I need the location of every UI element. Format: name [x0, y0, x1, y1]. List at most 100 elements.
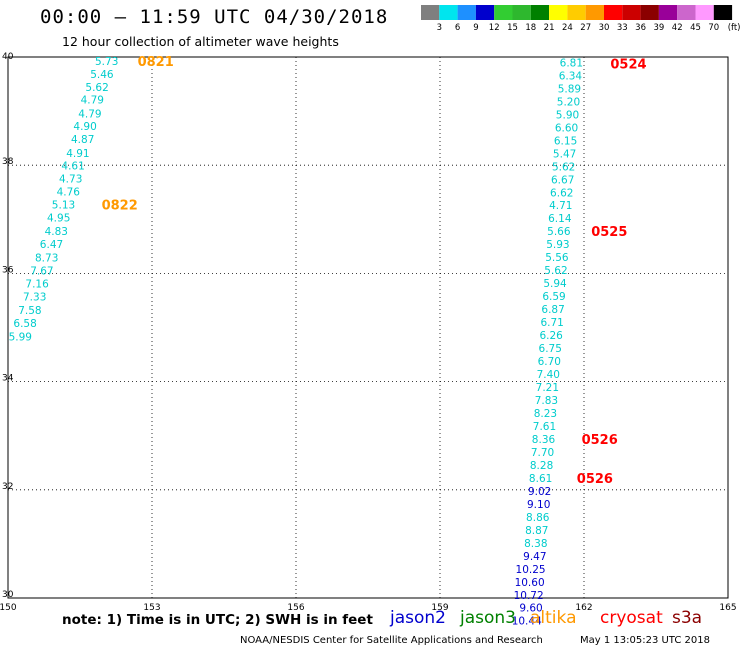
color-scale-label: 36 — [635, 23, 646, 33]
x-tick-label: 159 — [431, 603, 448, 613]
wave-height-value: 6.71 — [540, 317, 563, 329]
x-tick-label: 156 — [287, 603, 304, 613]
wave-height-value: 4.79 — [78, 108, 101, 120]
wave-height-value: 10.72 — [514, 590, 544, 602]
pass-time-label: 0526 — [577, 472, 613, 487]
legend-jason3: jason3 — [460, 608, 516, 628]
y-tick-label: 34 — [2, 374, 14, 384]
color-scale-label: 21 — [544, 23, 555, 33]
color-scale-label: 3 — [437, 23, 442, 33]
wave-height-value: 7.67 — [30, 266, 53, 278]
x-tick-label: 153 — [143, 603, 160, 613]
wave-height-value: 5.90 — [556, 109, 579, 121]
color-scale-label: 70 — [708, 23, 719, 33]
wave-height-value: 6.81 — [560, 57, 583, 69]
color-scale-label: 12 — [489, 23, 500, 33]
y-tick-label: 36 — [2, 265, 14, 275]
wave-height-value: 4.90 — [73, 121, 96, 133]
x-tick-label: 162 — [575, 603, 592, 613]
wave-height-value: 5.94 — [543, 278, 567, 290]
wave-height-value: 6.15 — [554, 135, 577, 147]
wave-height-value: 8.61 — [529, 473, 552, 485]
wave-height-value: 6.26 — [539, 330, 563, 342]
footer-note: note: 1) Time is in UTC; 2) SWH is in fe… — [62, 612, 373, 628]
color-scale-label: 30 — [599, 23, 610, 33]
wave-height-value: 9.02 — [528, 486, 551, 498]
color-scale-swatch — [640, 5, 659, 20]
wave-height-value: 6.87 — [541, 304, 564, 316]
color-scale-swatch — [530, 5, 550, 20]
pass-time-label: 0526 — [582, 433, 618, 448]
legend-altika: altika — [530, 608, 577, 628]
wave-height-value: 5.89 — [558, 83, 581, 95]
wave-height-value: 9.47 — [523, 551, 546, 563]
wave-height-value: 7.83 — [535, 395, 558, 407]
color-scale-swatch — [695, 5, 714, 20]
legend-s3a: s3a — [672, 608, 703, 628]
x-tick-label: 150 — [0, 603, 17, 613]
color-scale-unit: (ft) — [728, 23, 740, 33]
color-scale-label: 9 — [473, 23, 478, 33]
wave-height-value: 6.34 — [559, 70, 583, 82]
color-scale-swatch — [439, 5, 458, 20]
pass-time-label: 0524 — [610, 57, 646, 72]
wave-height-value: 4.76 — [57, 187, 81, 199]
wave-height-value: 5.62 — [552, 161, 575, 173]
wave-height-value: 4.91 — [66, 148, 89, 160]
y-tick-label: 30 — [2, 590, 14, 600]
wave-height-value: 6.58 — [13, 318, 36, 330]
color-scale-swatch — [421, 5, 440, 20]
wave-height-value: 5.93 — [546, 239, 569, 251]
wave-height-value: 7.16 — [25, 279, 49, 291]
chart-subtitle: 12 hour collection of altimeter wave hei… — [62, 34, 339, 49]
color-scale-swatch — [677, 5, 696, 20]
pass-time-label: 0821 — [138, 55, 174, 70]
wave-height-value: 7.58 — [18, 305, 41, 317]
color-scale-swatch — [622, 5, 641, 20]
color-scale-label: 39 — [653, 23, 664, 33]
color-scale-label: 18 — [525, 23, 536, 33]
color-scale-swatch — [713, 5, 733, 20]
color-scale-bar: 3 6 9 12 15 18 21 24 27 30 33 36 39 42 45 70 (ft) — [421, 5, 740, 33]
wave-height-value: 4.79 — [81, 95, 104, 107]
wave-height-value: 5.99 — [9, 332, 32, 344]
legend-cryosat: cryosat — [600, 608, 663, 628]
wave-height-value: 6.60 — [555, 122, 578, 134]
color-scale-swatch — [658, 5, 678, 20]
color-scale-label: 6 — [455, 23, 460, 33]
wave-height-value: 5.73 — [95, 56, 118, 68]
color-scale-swatch — [475, 5, 495, 20]
axis-ticks: 150 153 156 159 162 165 30 32 34 36 38 40 — [0, 52, 737, 613]
wave-height-value: 5.46 — [90, 69, 114, 81]
color-scale-label: 42 — [672, 23, 683, 33]
color-scale-swatch — [512, 5, 531, 20]
color-scale-swatch — [457, 5, 476, 20]
wave-height-value: 9.10 — [527, 499, 550, 511]
wave-height-value: 6.47 — [40, 239, 63, 251]
wave-height-value: 8.86 — [526, 512, 550, 524]
wave-height-value: 4.87 — [71, 134, 94, 146]
color-scale-label: 27 — [580, 23, 591, 33]
wave-height-value: 8.23 — [534, 408, 557, 420]
wave-height-value: 8.87 — [525, 525, 548, 537]
color-scale-swatch — [585, 5, 604, 20]
wave-height-value: 5.62 — [85, 82, 108, 94]
wave-height-value: 8.38 — [524, 538, 547, 550]
wave-height-value: 7.21 — [536, 382, 559, 394]
wave-height-value: 10.60 — [515, 577, 545, 589]
pass-time-label: 0822 — [102, 199, 138, 214]
wave-height-value: 5.20 — [557, 96, 580, 108]
wave-height-value: 7.61 — [533, 421, 556, 433]
color-scale-swatch — [567, 5, 586, 20]
wave-height-value: 10.25 — [516, 564, 546, 576]
color-scale-swatch — [604, 5, 623, 20]
wave-height-value: 8.28 — [530, 460, 553, 472]
wave-height-value: 5.13 — [52, 200, 75, 212]
wave-height-value: 7.70 — [531, 447, 554, 459]
map-grid — [7, 56, 729, 599]
wave-height-value: 5.56 — [545, 252, 569, 264]
wave-height-value: 5.47 — [553, 148, 576, 160]
pass-time-label: 0525 — [591, 225, 627, 240]
wave-height-value: 10.44 — [512, 616, 542, 628]
wave-height-points: 5.735.465.624.794.794.904.874.914.614.73… — [9, 55, 647, 628]
